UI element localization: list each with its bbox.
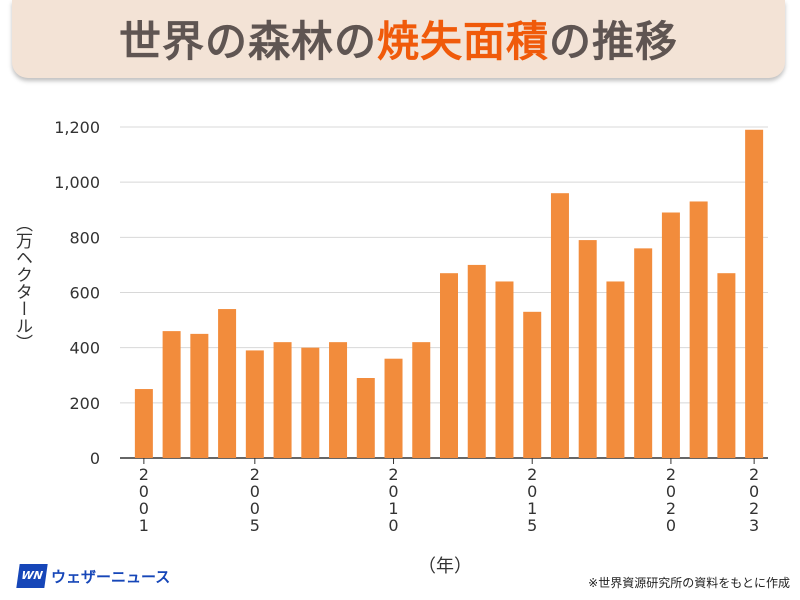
bar-2021 xyxy=(689,201,708,458)
weathernews-logo: WN ウェザーニュース xyxy=(16,564,171,588)
bar-2022 xyxy=(717,273,736,458)
y-tick-label: 600 xyxy=(69,284,100,303)
x-tick-label-char: 5 xyxy=(527,516,537,535)
bar-2005 xyxy=(245,350,264,458)
title-part1: 世界の森林の xyxy=(118,17,377,66)
bar-2003 xyxy=(190,333,209,458)
title-part2: の推移 xyxy=(549,17,679,66)
logo-mark: WN xyxy=(16,564,48,588)
x-tick-label-char: 3 xyxy=(749,516,759,535)
bar-2014 xyxy=(495,281,514,458)
y-tick-label: 1,200 xyxy=(54,118,100,137)
x-tick-label-char: 2 xyxy=(749,465,759,484)
y-tick-label: 0 xyxy=(90,449,100,468)
bar-2004 xyxy=(218,309,237,458)
bar-2013 xyxy=(467,264,486,458)
x-tick-label-char: 0 xyxy=(388,516,398,535)
bar-2015 xyxy=(523,311,542,458)
x-tick-label-char: 0 xyxy=(250,499,260,518)
bar-2017 xyxy=(578,240,597,458)
bar-2001 xyxy=(134,389,153,458)
bar-2008 xyxy=(329,342,348,458)
x-tick-label-char: 0 xyxy=(139,482,149,501)
x-tick-label-char: 0 xyxy=(666,482,676,501)
bar-2012 xyxy=(440,273,458,458)
x-tick-label-char: 2 xyxy=(388,465,398,484)
x-tick-label-char: 2 xyxy=(749,499,759,518)
bar-2020 xyxy=(661,212,680,458)
x-tick-label-char: 2 xyxy=(527,465,537,484)
y-tick-label: 1,000 xyxy=(54,173,100,192)
x-tick-label-char: 2 xyxy=(666,465,676,484)
x-tick-label-char: 1 xyxy=(527,499,537,518)
x-tick-label-char: 0 xyxy=(666,516,676,535)
y-axis-label: （万ヘクタール） xyxy=(12,215,32,351)
x-tick-label-char: 1 xyxy=(139,516,149,535)
y-tick-label: 800 xyxy=(69,228,100,247)
bar-2018 xyxy=(606,281,625,458)
x-tick-label-char: 2 xyxy=(666,499,676,518)
bar-2006 xyxy=(273,342,292,458)
x-tick-label-char: 0 xyxy=(250,482,260,501)
x-tick-label-char: 1 xyxy=(388,499,398,518)
x-tick-label-char: 0 xyxy=(749,482,759,501)
bar-2002 xyxy=(162,331,181,458)
x-tick-label-char: 0 xyxy=(388,482,398,501)
bar-2010 xyxy=(384,358,403,458)
x-tick-label-char: 0 xyxy=(139,499,149,518)
x-tick-label-char: 2 xyxy=(139,465,149,484)
bar-2016 xyxy=(550,193,569,458)
x-tick-label-char: 5 xyxy=(250,516,260,535)
y-tick-label: 400 xyxy=(69,339,100,358)
title-highlight: 焼失面積 xyxy=(376,17,549,66)
bar-2011 xyxy=(412,342,431,458)
bar-2019 xyxy=(634,248,653,458)
logo-text: ウェザーニュース xyxy=(51,567,171,586)
x-tick-label-char: 2 xyxy=(250,465,260,484)
x-axis-label: （年） xyxy=(418,556,472,577)
bar-2023 xyxy=(745,129,764,458)
y-tick-label: 200 xyxy=(69,394,100,413)
source-note: ※世界資源研究所の資料をもとに作成 xyxy=(588,576,790,590)
bar-2007 xyxy=(301,347,320,458)
title-banner: 世界の森林の焼失面積の推移 xyxy=(12,0,785,78)
x-tick-label-char: 0 xyxy=(527,482,537,501)
bar-2009 xyxy=(356,378,375,458)
